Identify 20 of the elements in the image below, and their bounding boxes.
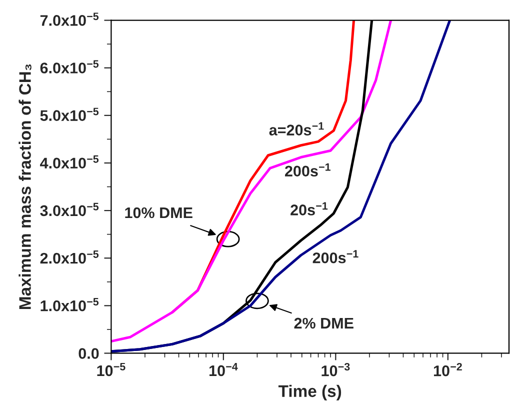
annotation: 10% DME [125,207,192,218]
y-tick-label: 7.0x10$^{−5}$ [40,12,99,26]
y-tick-label: 2.0x10$^{−5}$ [40,250,99,264]
y-tick-label: 0.0 [78,348,99,359]
x-tick-label: 10$^{−3}$ [322,362,350,376]
x-axis-title: Time (s) [278,384,342,400]
annotation: 2% DME [294,318,354,329]
y-tick-label: 6.0x10$^{−5}$ [40,60,99,74]
y-tick-label: 5.0x10$^{−5}$ [40,108,99,121]
annotation: 20s$^{−1}$ [290,202,328,216]
annotation: 200s$^{−1}$ [284,163,330,177]
x-tick-label: 10$^{−4}$ [209,362,238,376]
y-tick-label: 4.0x10$^{−5}$ [40,155,99,169]
annotation: 200s$^{−1}$ [312,250,358,264]
y-tick-label: 3.0x10$^{−5}$ [40,202,99,216]
y-axis-title: Maximum mass fraction of CH₃ [18,64,32,309]
x-tick-label: 10$^{−5}$ [97,362,126,376]
annotation: a=20s$^{−1}$ [269,122,324,136]
x-tick-label: 10$^{−2}$ [434,362,462,376]
y-tick-label: 1.0x10$^{−5}$ [40,298,99,312]
